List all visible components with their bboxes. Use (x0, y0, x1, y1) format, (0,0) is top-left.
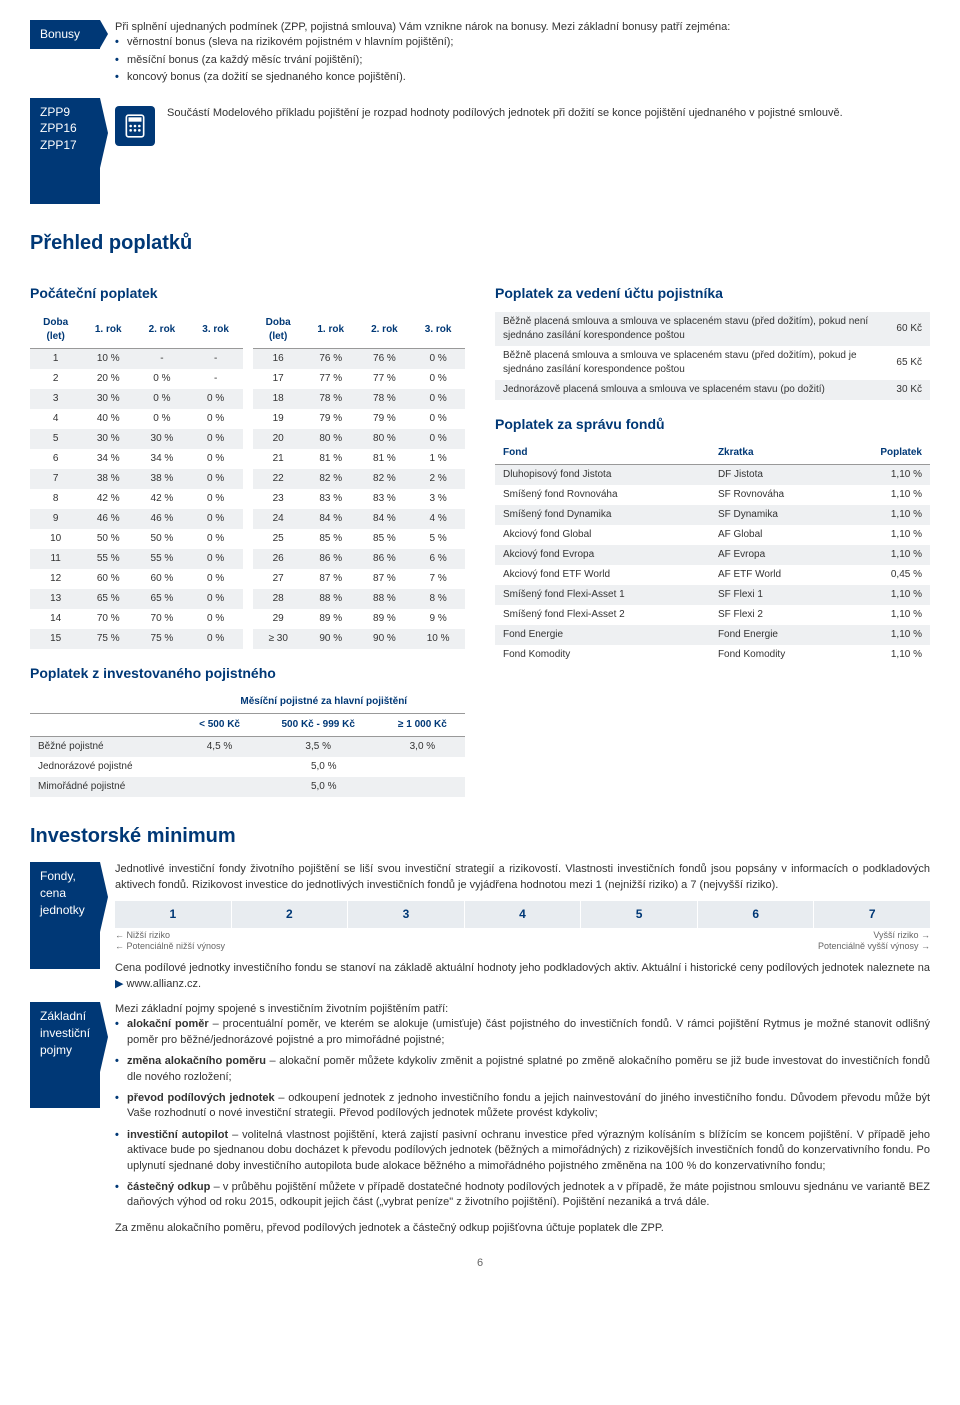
heading-investovane: Poplatek z investovaného pojistného (30, 664, 465, 684)
list-item: měsíční bonus (za každý měsíc trvání poj… (115, 53, 930, 68)
pojmy-list: alokační poměr – procentuální poměr, ve … (115, 1017, 930, 1210)
table-pocatecni-right: Doba (let)1. rok2. rok3. rok1676 %76 %0 … (253, 312, 466, 649)
bonusy-list: věrnostní bonus (sleva na rizikovém poji… (115, 35, 930, 85)
calc-text: Součástí Modelového příkladu pojištění j… (167, 106, 843, 121)
calculator-icon (115, 106, 155, 146)
badge-bonusy: Bonusy (30, 20, 100, 49)
list-item: alokační poměr – procentuální poměr, ve … (115, 1017, 930, 1048)
list-item: investiční autopilot – volitelná vlastno… (115, 1128, 930, 1174)
risk-scale: 1234567 (115, 901, 930, 928)
inv-header: Měsíční pojistné za hlavní pojištění (181, 691, 466, 714)
fondy-p2: Cena podílové jednotky investičního fond… (115, 961, 930, 992)
badge-fondy: Fondy, cena jednotky (30, 862, 100, 968)
list-item: převod podílových jednotek – odkoupení j… (115, 1091, 930, 1122)
risk-labels: ← Nižší riziko← Potenciálně nižší výnosy… (115, 930, 930, 952)
fondy-p1: Jednotlivé investiční fondy životního po… (115, 862, 930, 893)
page-number: 6 (30, 1256, 930, 1271)
heading-prehled: Přehled poplatků (30, 229, 930, 257)
heading-invest: Investorské minimum (30, 822, 930, 850)
badge-pojmy: Základní investiční pojmy (30, 1002, 100, 1108)
pojmy-intro: Mezi základní pojmy spojené s investiční… (115, 1002, 930, 1017)
heading-vedeni: Poplatek za vedení účtu pojistníka (495, 284, 930, 304)
heading-sprava: Poplatek za správu fondů (495, 415, 930, 435)
heading-pocatecni: Počáteční poplatek (30, 284, 465, 304)
list-item: věrnostní bonus (sleva na rizikovém poji… (115, 35, 930, 50)
table-investovane: Měsíční pojistné za hlavní pojištění < 5… (30, 691, 465, 797)
table-pocatecni-left: Doba (let)1. rok2. rok3. rok110 %--220 %… (30, 312, 243, 649)
table-sprava: FondZkratkaPoplatek Dluhopisový fond Jis… (495, 442, 930, 665)
list-item: koncový bonus (za dožití se sjednaného k… (115, 70, 930, 85)
table-vedeni: Běžně placená smlouva a smlouva ve splac… (495, 312, 930, 400)
list-item: částečný odkup – v průběhu pojištění můž… (115, 1180, 930, 1211)
badge-zpp: ZPP9 ZPP16 ZPP17 (30, 98, 100, 204)
pojmy-outro: Za změnu alokačního poměru, převod podíl… (115, 1221, 930, 1236)
list-item: změna alokačního poměru – alokační poměr… (115, 1054, 930, 1085)
bonusy-intro: Při splnění ujednaných podmínek (ZPP, po… (115, 20, 930, 35)
